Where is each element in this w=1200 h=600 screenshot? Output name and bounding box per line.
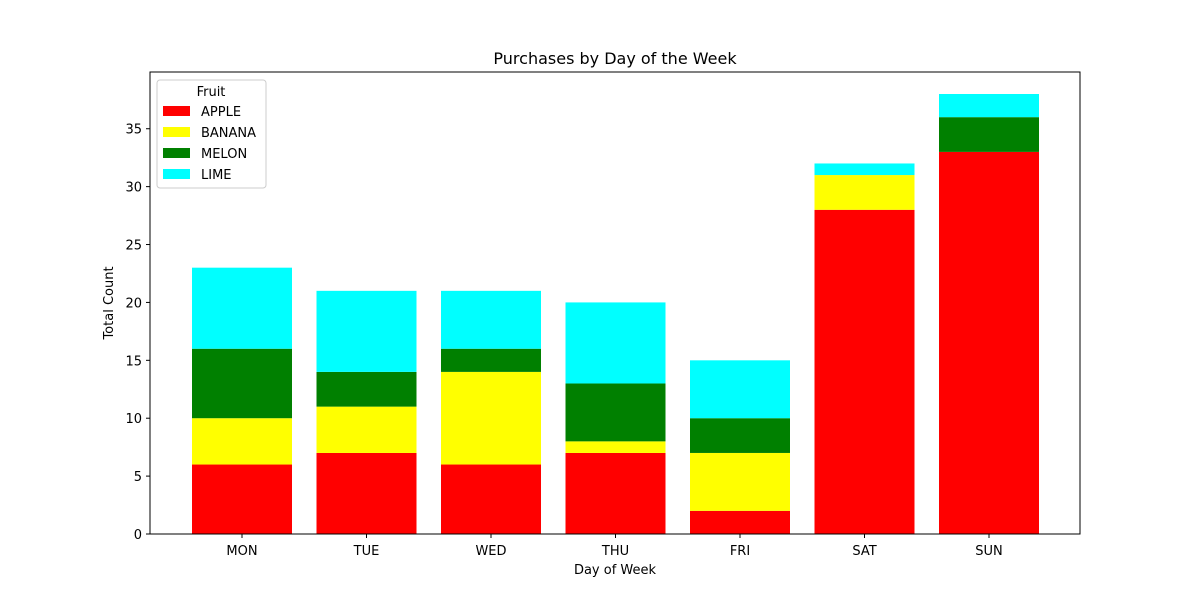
y-tick-label: 20 bbox=[125, 296, 142, 311]
bar-banana-fri bbox=[690, 452, 790, 511]
y-tick-label: 0 bbox=[134, 528, 142, 543]
legend-label-melon: MELON bbox=[201, 147, 247, 162]
y-axis: 0 5 10 15 20 25 30 35 bbox=[125, 123, 150, 543]
bar-apple-tue bbox=[316, 452, 417, 534]
x-axis-title: Day of Week bbox=[574, 563, 657, 578]
bar-banana-sat bbox=[814, 175, 915, 210]
bar-melon-wed bbox=[441, 348, 541, 372]
legend: Fruit APPLE BANANA MELON LIME bbox=[156, 79, 267, 189]
legend-swatch-banana bbox=[163, 127, 190, 137]
y-tick-label: 25 bbox=[125, 239, 142, 254]
bar-lime-sat bbox=[814, 163, 915, 176]
plot-frame bbox=[149, 71, 1081, 535]
bar-lime-fri bbox=[690, 360, 790, 419]
y-tick-label: 30 bbox=[125, 181, 142, 196]
bar-lime-mon bbox=[192, 267, 292, 349]
bar-melon-sun bbox=[939, 117, 1039, 152]
x-axis: MON TUE WED THU FRI SAT SUN bbox=[226, 534, 1003, 559]
bar-melon-fri bbox=[690, 418, 790, 453]
bar-apple-mon bbox=[192, 464, 292, 534]
plot-area: 0 5 10 15 20 25 30 35 MON TUE WED THU FRI SAT SUN bbox=[125, 71, 1081, 559]
x-tick-label-fri: FRI bbox=[730, 544, 750, 559]
x-tick-label-sun: SUN bbox=[975, 544, 1003, 559]
x-tick-label-thu: THU bbox=[601, 544, 629, 559]
legend-title: Fruit bbox=[197, 85, 226, 100]
x-tick-label-tue: TUE bbox=[353, 544, 380, 559]
bar-lime-wed bbox=[441, 290, 541, 349]
bar-lime-tue bbox=[316, 290, 417, 372]
chart-title: Purchases by Day of the Week bbox=[493, 49, 737, 68]
bar-apple-fri bbox=[690, 510, 790, 534]
x-tick-label-mon: MON bbox=[226, 544, 257, 559]
bar-lime-thu bbox=[565, 302, 666, 384]
y-axis-title: Total Count bbox=[102, 266, 117, 340]
legend-swatch-melon bbox=[163, 148, 190, 158]
x-tick-label-wed: WED bbox=[475, 544, 506, 559]
legend-label-lime: LIME bbox=[201, 168, 232, 183]
bar-banana-tue bbox=[316, 406, 417, 453]
bar-banana-wed bbox=[441, 371, 541, 465]
legend-label-banana: BANANA bbox=[201, 126, 256, 141]
bar-apple-sat bbox=[814, 209, 915, 535]
legend-swatch-apple bbox=[163, 106, 190, 116]
bar-apple-thu bbox=[565, 452, 666, 534]
bar-apple-wed bbox=[441, 464, 541, 534]
bar-banana-mon bbox=[192, 418, 292, 465]
y-tick-label: 5 bbox=[134, 470, 142, 485]
x-tick-label-sat: SAT bbox=[852, 544, 876, 559]
bar-banana-thu bbox=[565, 441, 666, 453]
bar-apple-sun bbox=[939, 151, 1039, 534]
bar-melon-mon bbox=[192, 348, 292, 419]
bars-group bbox=[192, 94, 1039, 535]
bar-melon-thu bbox=[565, 383, 666, 442]
bar-melon-tue bbox=[316, 371, 417, 407]
bar-lime-sun bbox=[939, 94, 1039, 118]
legend-swatch-lime bbox=[163, 169, 190, 179]
legend-label-apple: APPLE bbox=[201, 105, 241, 120]
y-tick-label: 35 bbox=[125, 123, 142, 138]
y-tick-label: 15 bbox=[125, 354, 142, 369]
y-tick-label: 10 bbox=[125, 412, 142, 427]
legend-items: APPLE BANANA MELON LIME bbox=[163, 105, 256, 183]
